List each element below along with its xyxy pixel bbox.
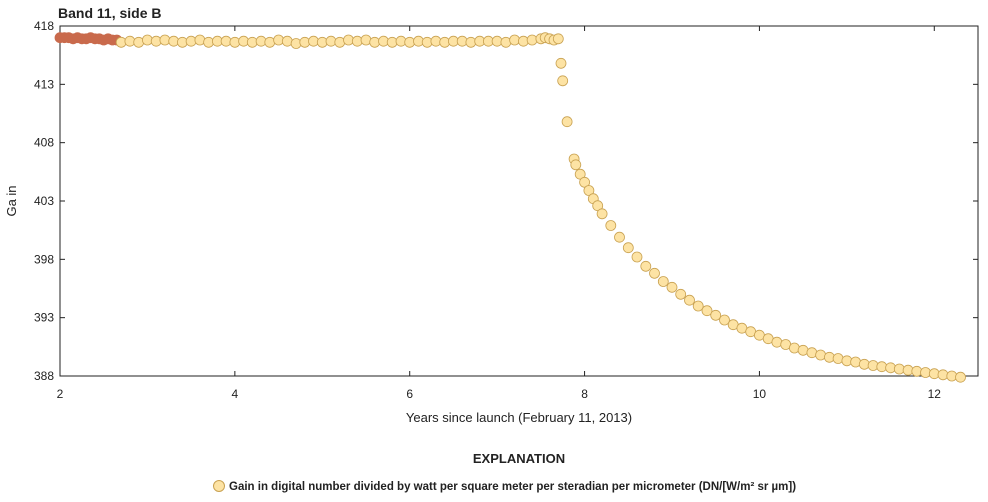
x-tick-label: 12 bbox=[928, 387, 942, 401]
data-point bbox=[369, 36, 381, 48]
data-point bbox=[465, 36, 477, 48]
y-tick-label: 418 bbox=[34, 19, 54, 33]
data-point bbox=[141, 34, 153, 46]
x-axis-label: Years since launch (February 11, 2013) bbox=[406, 410, 632, 425]
data-point bbox=[710, 309, 722, 321]
y-axis-label: Ga in bbox=[4, 185, 19, 216]
data-point bbox=[719, 314, 730, 326]
data-point bbox=[159, 34, 171, 46]
data-point bbox=[386, 36, 398, 48]
plot-frame bbox=[59, 25, 979, 377]
data-point bbox=[631, 251, 643, 263]
x-tick-label: 6 bbox=[406, 387, 413, 401]
data-point bbox=[832, 353, 844, 364]
data-point bbox=[858, 358, 870, 370]
data-point bbox=[308, 35, 319, 47]
data-point bbox=[622, 242, 634, 254]
data-point bbox=[555, 57, 567, 69]
data-point bbox=[246, 36, 258, 48]
legend-entry: Gain in digital number divided by watt p… bbox=[229, 481, 796, 493]
data-point bbox=[264, 36, 276, 48]
data-point bbox=[343, 34, 354, 46]
data-point bbox=[124, 35, 136, 47]
data-point bbox=[220, 35, 232, 47]
y-tick-label: 393 bbox=[34, 311, 54, 325]
y-tick-label: 388 bbox=[34, 369, 54, 383]
y-tick-label: 398 bbox=[34, 252, 54, 266]
x-tick-label: 10 bbox=[753, 387, 767, 401]
data-point bbox=[404, 36, 416, 48]
legend-heading: EXPLANATION bbox=[473, 451, 565, 466]
y-tick-label: 408 bbox=[34, 136, 54, 150]
chart-title: Band 11, side B bbox=[58, 5, 161, 21]
data-point bbox=[325, 35, 337, 47]
data-point bbox=[701, 305, 713, 317]
data-point bbox=[596, 208, 608, 220]
data-point bbox=[920, 367, 931, 378]
data-point bbox=[552, 33, 564, 45]
data-point bbox=[557, 75, 569, 87]
data-point bbox=[893, 363, 905, 375]
data-point bbox=[281, 35, 293, 47]
data-point bbox=[526, 34, 538, 46]
y-tick-label: 413 bbox=[34, 77, 54, 91]
data-point bbox=[797, 344, 809, 356]
y-tick-label: 403 bbox=[34, 194, 54, 208]
data-point bbox=[185, 35, 197, 47]
data-point bbox=[570, 159, 582, 171]
data-point bbox=[684, 294, 695, 306]
data-point bbox=[657, 276, 669, 287]
data-point bbox=[614, 231, 625, 243]
data-point bbox=[771, 336, 783, 348]
data-point bbox=[640, 260, 652, 272]
x-axis: 2 4 6 8 10 12 bbox=[57, 26, 942, 401]
data-point bbox=[675, 288, 687, 300]
data-point bbox=[666, 281, 678, 293]
data-point bbox=[561, 116, 573, 128]
data-point bbox=[815, 349, 826, 361]
data-point bbox=[955, 371, 966, 383]
data-point bbox=[876, 361, 888, 373]
data-point bbox=[605, 220, 617, 231]
data-point bbox=[430, 35, 442, 47]
legend-marker bbox=[213, 480, 225, 492]
x-tick-label: 4 bbox=[232, 387, 239, 401]
x-tick-label: 8 bbox=[581, 387, 588, 401]
data-point bbox=[491, 35, 503, 47]
x-tick-label: 2 bbox=[57, 387, 64, 401]
data-point bbox=[203, 36, 215, 48]
data-points bbox=[54, 32, 966, 383]
y-axis: 388 393 398 403 408 413 418 bbox=[34, 19, 978, 383]
data-point bbox=[937, 369, 949, 381]
data-point bbox=[692, 300, 704, 312]
data-point bbox=[649, 267, 660, 279]
data-point bbox=[583, 185, 595, 196]
data-point bbox=[509, 34, 520, 46]
